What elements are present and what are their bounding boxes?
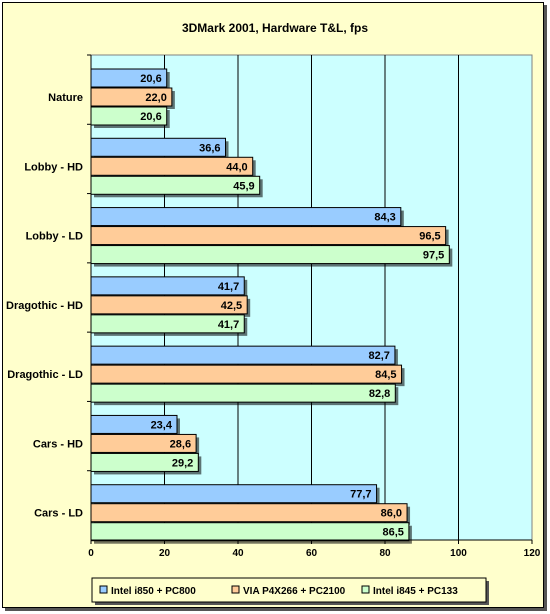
chart-title: 3DMark 2001, Hardware T&L, fps <box>182 21 368 35</box>
bar <box>90 503 408 523</box>
data-label: 41,7 <box>218 319 239 331</box>
data-label: 20,6 <box>140 111 161 123</box>
bar <box>90 522 410 542</box>
legend-swatch <box>99 585 108 594</box>
data-label: 44,0 <box>226 161 247 173</box>
data-label: 86,0 <box>381 508 402 520</box>
x-tick-label: 60 <box>306 548 318 559</box>
data-label: 28,6 <box>170 438 191 450</box>
data-label: 42,5 <box>221 300 242 312</box>
x-tick-label: 80 <box>379 548 391 559</box>
category-label: Lobby - LD <box>26 231 83 243</box>
bar <box>90 383 396 403</box>
legend-swatch <box>231 585 240 594</box>
data-label: 20,6 <box>140 73 161 85</box>
x-tick-label: 20 <box>159 548 171 559</box>
legend-swatch <box>361 585 370 594</box>
bar <box>90 245 450 265</box>
legend-label: Intel i850 + PC800 <box>111 586 196 597</box>
bar <box>90 207 402 227</box>
category-label: Lobby - HD <box>24 161 83 173</box>
plot-area: 0 20 40 60 80 100 120 Nature Lobby - HD Lobby - L… <box>6 54 541 559</box>
data-label: 36,6 <box>199 142 220 154</box>
data-label: 86,5 <box>382 527 403 539</box>
x-tick-label: 100 <box>450 548 467 559</box>
data-label: 84,3 <box>374 212 395 224</box>
data-label: 82,8 <box>369 388 390 400</box>
category-label: Cars - HD <box>33 438 83 450</box>
category-label: Dragothic - LD <box>7 369 83 381</box>
bar <box>90 364 403 384</box>
bar <box>90 484 378 504</box>
data-label: 84,5 <box>375 369 396 381</box>
category-label: Dragothic - HD <box>6 300 83 312</box>
data-label: 23,4 <box>151 419 173 431</box>
category-label: Nature <box>48 92 83 104</box>
data-label: 77,7 <box>350 489 371 501</box>
data-label: 82,7 <box>369 350 390 362</box>
category-label: Cars - LD <box>34 508 83 520</box>
legend-label: Intel i845 + PC133 <box>373 586 458 597</box>
legend-label: VIA P4X266 + PC2100 <box>243 586 346 597</box>
x-tick-label: 40 <box>232 548 244 559</box>
data-label: 97,5 <box>423 250 444 262</box>
x-tick-label: 120 <box>524 548 541 559</box>
data-label: 96,5 <box>419 231 440 243</box>
x-tick-label: 0 <box>88 548 94 559</box>
bar <box>90 345 396 365</box>
data-label: 45,9 <box>233 180 254 192</box>
data-label: 29,2 <box>172 457 193 469</box>
legend-box <box>91 577 487 603</box>
bar <box>90 226 447 246</box>
data-label: 22,0 <box>145 92 166 104</box>
legend: Intel i850 + PC800 VIA P4X266 + PC2100 Int… <box>91 577 489 605</box>
data-label: 41,7 <box>218 281 239 293</box>
